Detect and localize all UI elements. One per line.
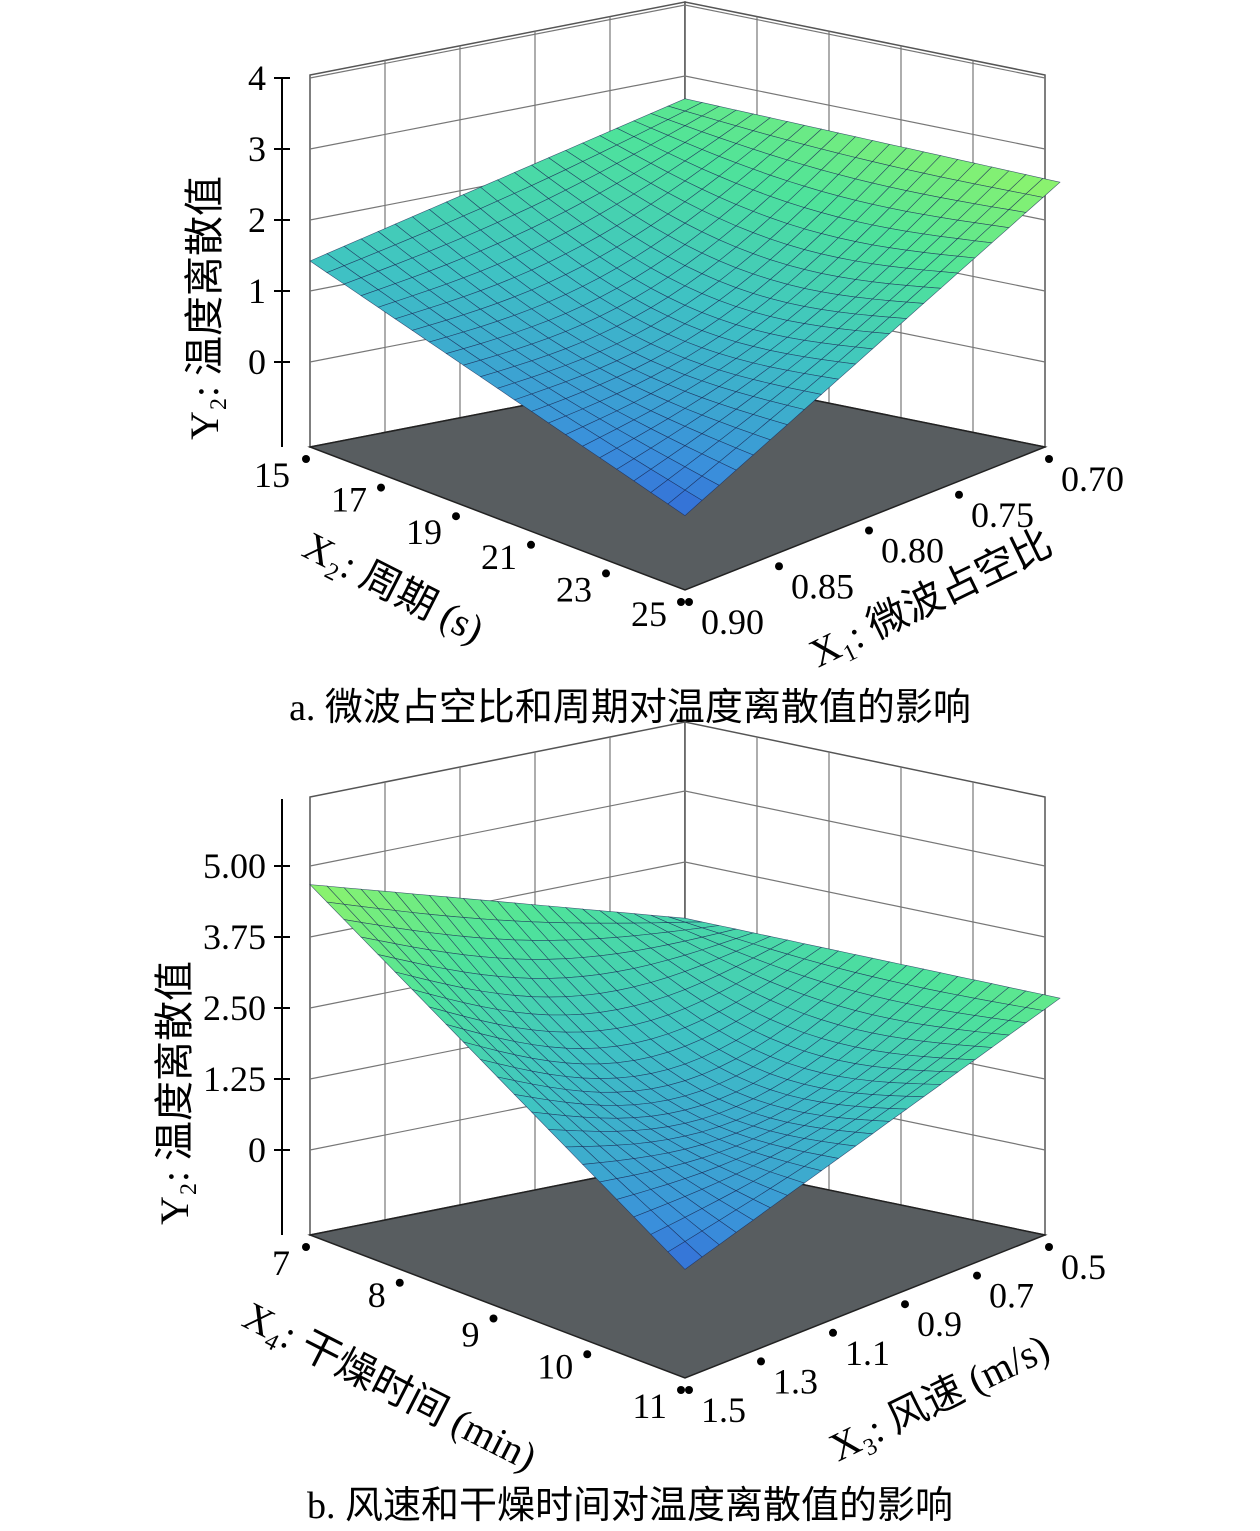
x-tick-label: 1.1 (845, 1333, 890, 1373)
x-tick (685, 1386, 693, 1394)
y-tick-label: 19 (406, 512, 442, 552)
y-tick (677, 1386, 685, 1394)
y-tick (452, 512, 460, 521)
y-tick-label: 9 (462, 1315, 480, 1355)
z-axis-label: Y₂: 温度离散值 (182, 176, 227, 440)
x-tick (973, 1271, 981, 1280)
x-tick-label: 0.75 (971, 495, 1034, 535)
y-tick-label: 21 (481, 537, 517, 577)
x-tick (829, 1328, 837, 1337)
z-tick-label: 5.00 (203, 846, 266, 886)
y-tick-label: 17 (331, 480, 367, 520)
y-tick-label: 11 (632, 1386, 667, 1426)
x-tick-label: 0.9 (917, 1304, 962, 1344)
y-tick-label: 25 (631, 594, 667, 634)
x-tick (865, 526, 873, 535)
x-tick-label: 0.85 (791, 566, 854, 606)
z-tick-label: 2 (248, 200, 266, 240)
caption: b. 风速和干燥时间对温度离散值的影响 (307, 1485, 953, 1527)
x-tick (757, 1357, 765, 1366)
response-surface (309, 884, 1061, 1270)
wall-gridline (309, 790, 1046, 867)
x-tick-label: 0.5 (1061, 1247, 1106, 1287)
y-tick (602, 569, 610, 578)
y-tick (677, 598, 685, 606)
y-tick (302, 1243, 310, 1251)
z-tick-label: 1 (248, 271, 266, 311)
floor (307, 1159, 1048, 1379)
x-tick (955, 490, 963, 499)
wall-gridline (309, 75, 1046, 150)
x-tick-label: 0.70 (1061, 459, 1124, 499)
response-surface (309, 98, 1061, 516)
z-tick-label: 0 (248, 342, 266, 382)
x-tick (685, 598, 693, 606)
x-tick (1045, 455, 1053, 463)
y-axis-label: X₄: 干燥时间 (min) (236, 1293, 544, 1480)
z-tick-label: 3 (248, 129, 266, 169)
z-axis-label: Y₂: 温度离散值 (152, 961, 197, 1225)
x-tick-label: 0.7 (989, 1276, 1034, 1316)
y-tick-label: 15 (254, 455, 290, 495)
z-tick-label: 3.75 (203, 917, 266, 957)
axes: 5.00 3.75 2.50 1.25 0 7 8 9 10 11 0.5 0.7 0.9 1.1 1.3 1… (203, 799, 1106, 1430)
caption: a. 微波占空比和周期对温度离散值的影响 (289, 687, 971, 729)
z-tick-label: 1.25 (203, 1059, 266, 1099)
x-tick (775, 562, 783, 571)
x-tick-label: 1.5 (701, 1390, 746, 1430)
y-axis-label: X₂: 周期 (s) (296, 523, 491, 652)
z-tick-label: 0 (248, 1130, 266, 1170)
x-tick-label: 0.90 (701, 602, 764, 642)
x-tick (1045, 1243, 1053, 1251)
y-tick (302, 455, 310, 463)
y-tick-label: 8 (368, 1275, 386, 1315)
surface-chart-b: 5.00 3.75 2.50 1.25 0 7 8 9 10 11 0.5 0.7 0.9 1.1 1.3 1… (152, 721, 1106, 1527)
y-tick (377, 483, 385, 492)
x-tick-label: 0.80 (881, 531, 944, 571)
x-tick (901, 1300, 909, 1309)
z-tick-label: 4 (248, 58, 266, 98)
y-tick (527, 540, 535, 549)
x-tick-label: 1.3 (773, 1361, 818, 1401)
y-tick (489, 1314, 498, 1323)
surface-cell (667, 1241, 703, 1270)
surface-cell (667, 489, 703, 516)
y-tick (583, 1350, 592, 1359)
wall-gridline (309, 4, 1046, 79)
y-tick-label: 10 (537, 1346, 573, 1386)
z-tick-label: 2.50 (203, 988, 266, 1028)
floor-plane (307, 1159, 1048, 1379)
y-tick-label: 23 (556, 569, 592, 609)
y-tick (395, 1278, 404, 1287)
y-tick-label: 7 (272, 1243, 290, 1283)
